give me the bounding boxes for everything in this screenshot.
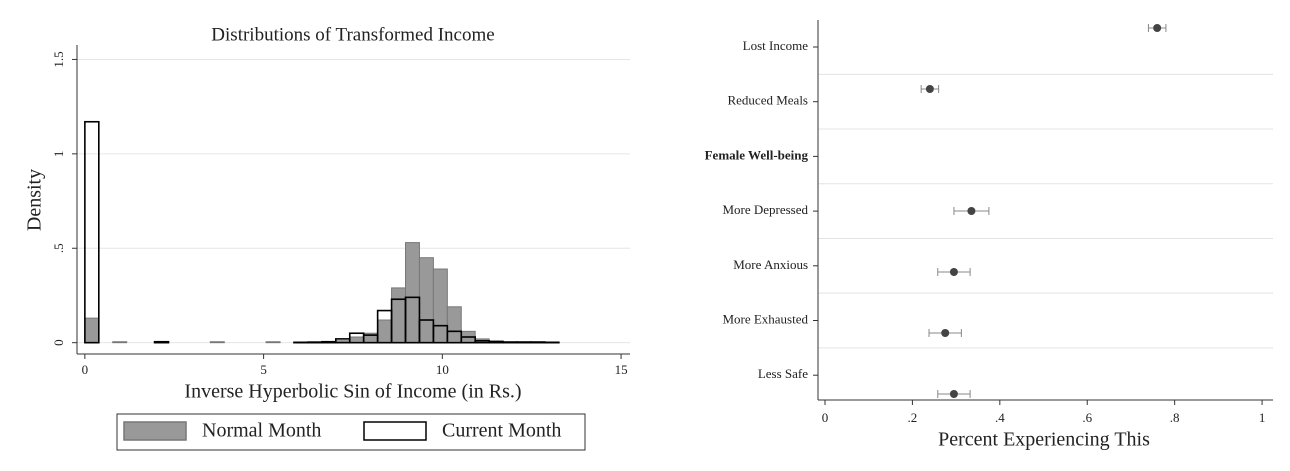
histogram-bar	[391, 287, 407, 344]
x-tick-label: 0	[822, 410, 829, 425]
category-label: Reduced Meals	[727, 93, 808, 108]
category-label: More Exhausted	[722, 311, 808, 326]
histogram-bar	[84, 317, 100, 344]
x-tick-label: 10	[436, 362, 449, 377]
histogram-bar	[265, 341, 281, 344]
dot	[949, 268, 958, 276]
dot	[925, 85, 934, 93]
histogram-bar	[530, 341, 546, 344]
category-label: Lost Income	[743, 38, 809, 53]
histogram-bar	[432, 268, 448, 344]
category-label: More Anxious	[733, 257, 808, 272]
x-tick-label: .6	[1082, 410, 1092, 425]
histogram-bar	[377, 319, 393, 344]
chart-title: Distributions of Transformed Income	[211, 24, 494, 45]
category-label: More Depressed	[722, 202, 808, 217]
histogram-bar	[84, 120, 100, 344]
histogram-bar	[307, 341, 323, 344]
x-tick-label: .8	[1170, 410, 1180, 425]
histogram-bar	[405, 242, 420, 344]
x-tick-label: 15	[615, 362, 628, 377]
category-label: Female Well-being	[705, 147, 809, 162]
legend-swatch	[123, 421, 187, 441]
histogram-bar	[446, 306, 462, 344]
y-axis-label: Density	[24, 169, 46, 231]
dot	[949, 390, 958, 398]
x-axis-label: Percent Experiencing This	[938, 429, 1150, 451]
legend-label: Normal Month	[202, 420, 321, 442]
y-tick-label: 1.5	[51, 51, 66, 67]
y-tick-label: .5	[51, 243, 66, 253]
x-tick-label: 5	[260, 362, 267, 377]
legend-box	[116, 413, 586, 451]
histogram-bar	[153, 340, 170, 344]
histogram-bar	[488, 340, 504, 344]
y-tick-label: 1	[51, 151, 66, 158]
histogram-bar	[209, 341, 225, 344]
x-axis-label: Inverse Hyperbolic Sin of Income (in Rs.…	[184, 381, 521, 403]
dot	[967, 207, 976, 215]
histogram-bar	[460, 336, 477, 344]
y-tick-label: 0	[51, 339, 66, 346]
histogram-bar	[502, 341, 518, 344]
category-label: Less Safe	[758, 366, 808, 381]
dot	[1153, 24, 1162, 32]
x-tick-label: .2	[908, 410, 918, 425]
dot	[941, 329, 950, 337]
legend-swatch	[363, 421, 427, 441]
x-tick-label: .4	[995, 410, 1005, 425]
histogram-bar	[349, 336, 365, 344]
x-tick-label: 1	[1259, 410, 1266, 425]
histogram-bar	[321, 340, 337, 344]
x-tick-label: 0	[82, 362, 89, 377]
histogram-bar	[418, 257, 434, 344]
legend-label: Current Month	[442, 420, 561, 442]
histogram-bar	[112, 341, 128, 344]
histogram-bar	[516, 341, 532, 344]
